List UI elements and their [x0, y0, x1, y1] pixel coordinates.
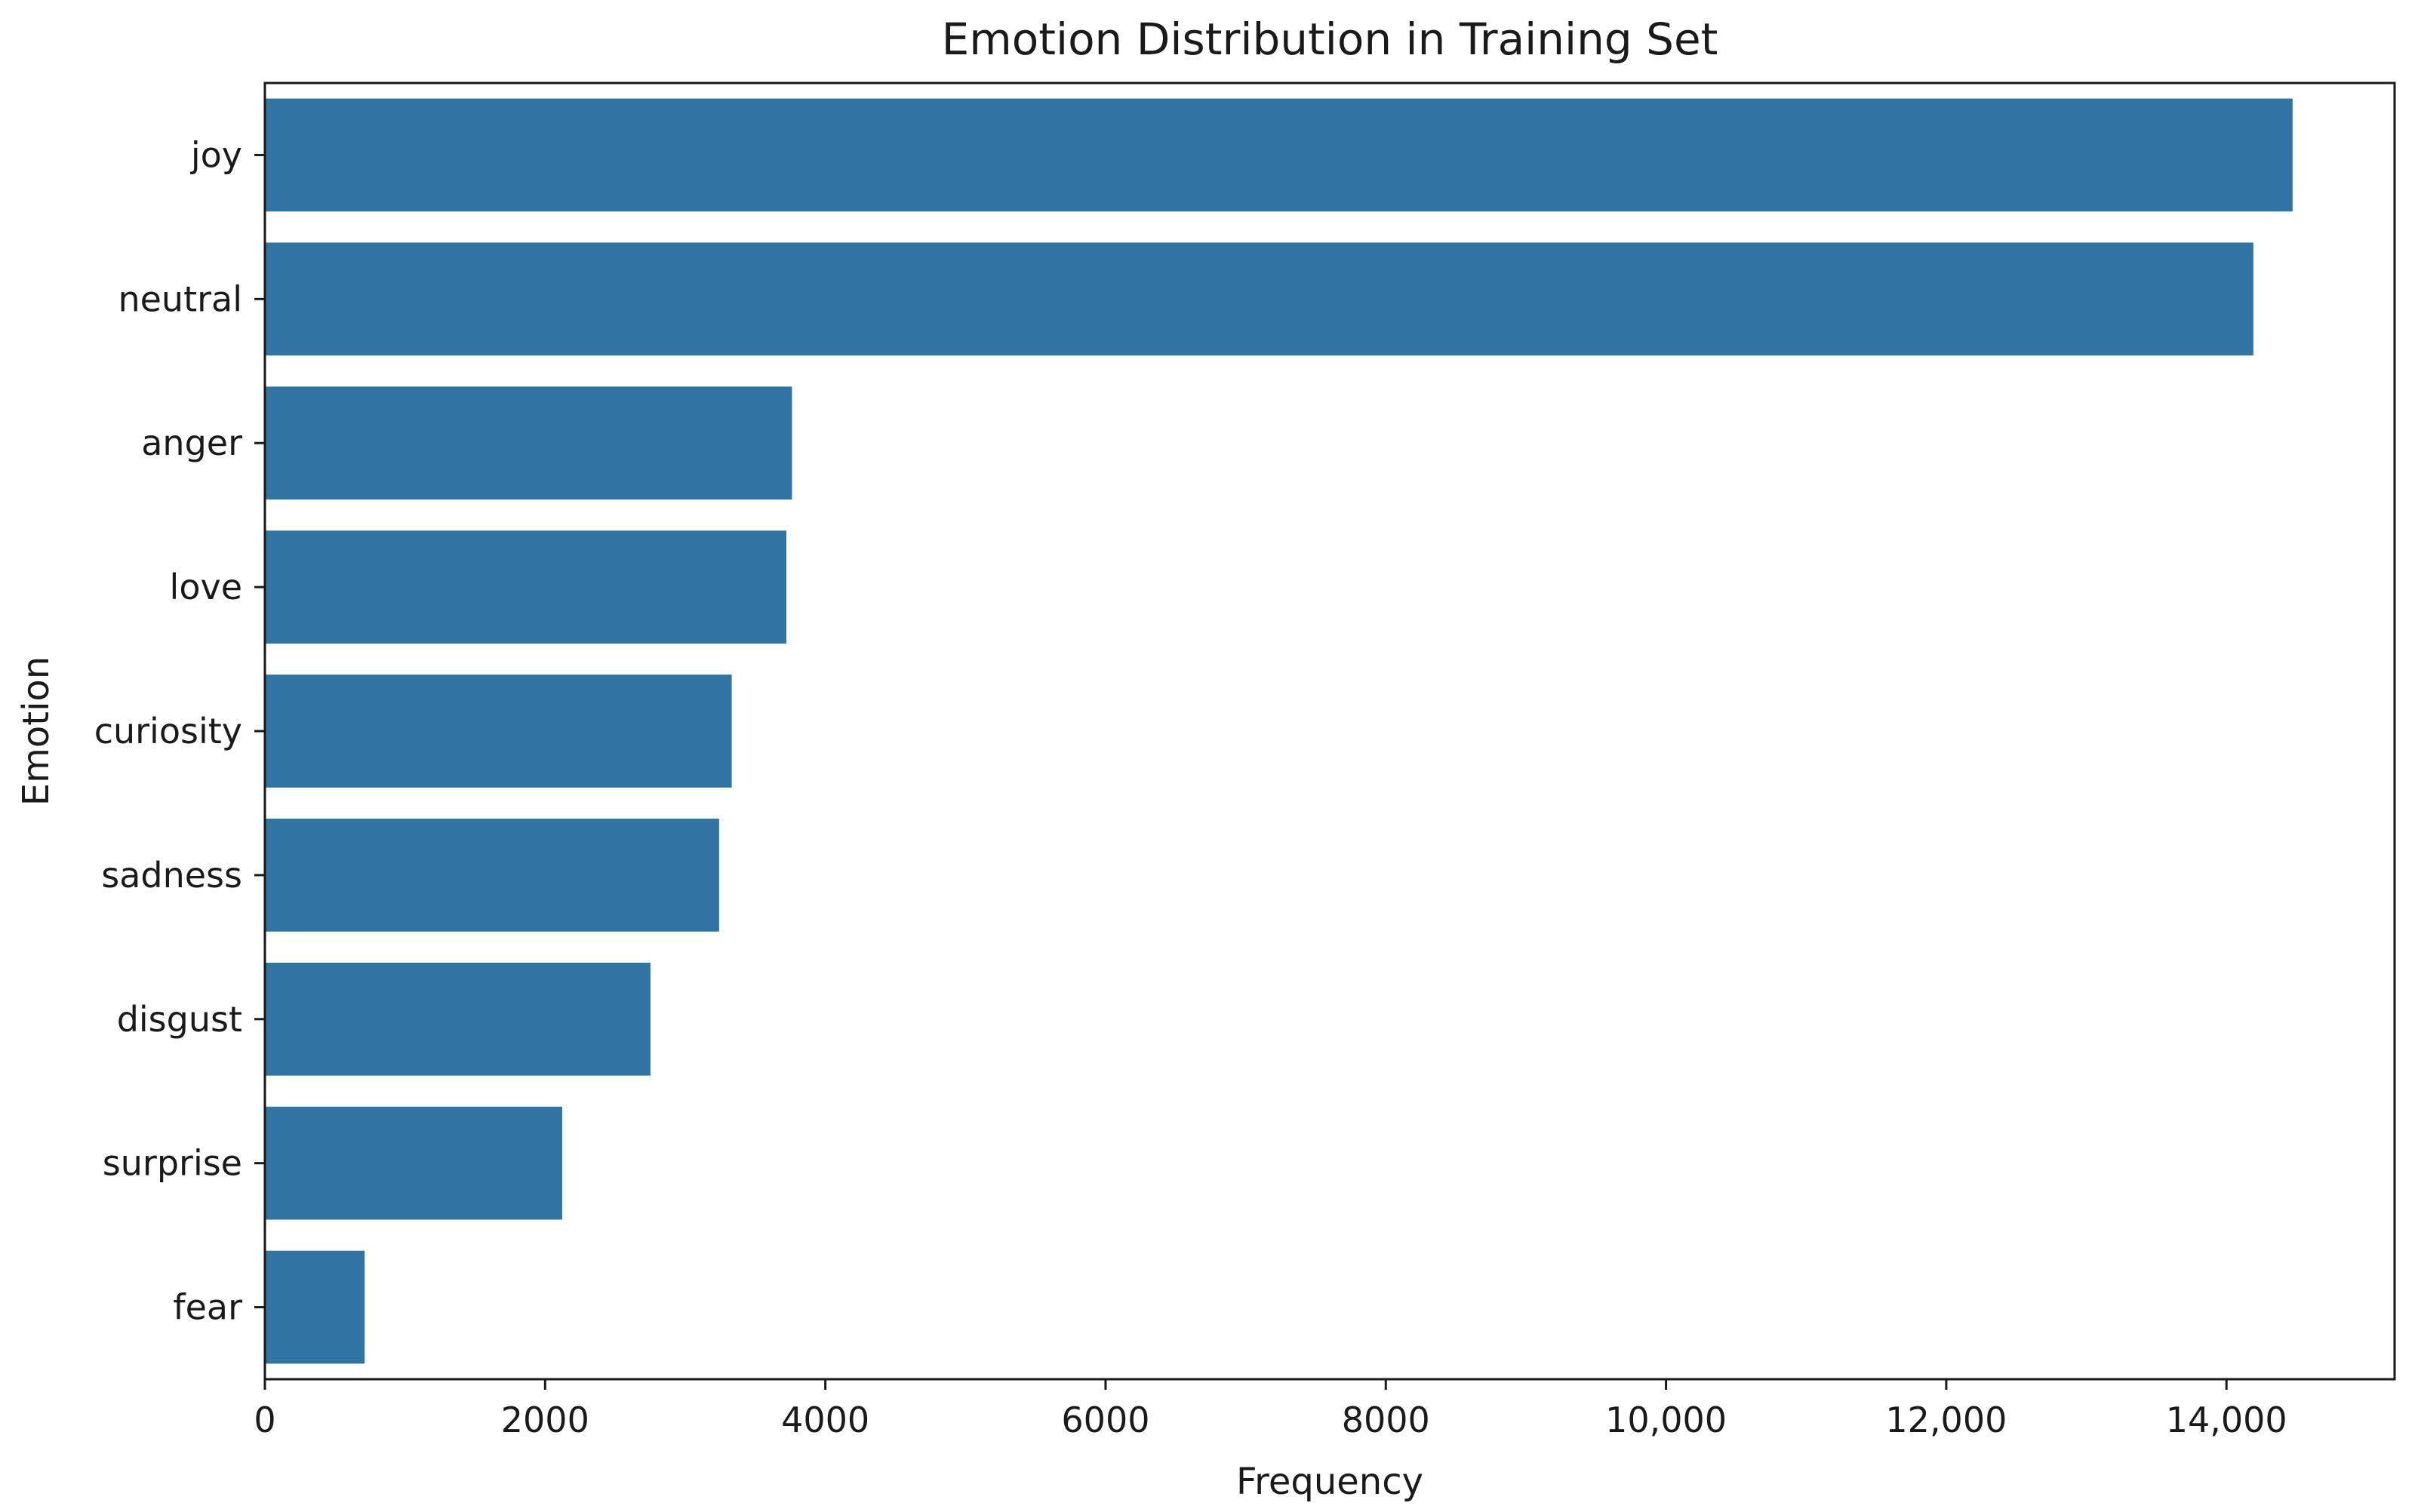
bar-fear — [263, 1248, 368, 1366]
bar-disgust — [263, 960, 653, 1078]
chart-title: Emotion Distribution in Training Set — [942, 14, 1718, 65]
x-tick-label: 4000 — [781, 1400, 869, 1440]
bar-curiosity — [263, 672, 734, 790]
y-tick-label-curiosity: curiosity — [94, 711, 242, 751]
x-tick-label: 10,000 — [1605, 1400, 1727, 1440]
y-tick-label-surprise: surprise — [103, 1143, 242, 1184]
bar-sadness — [263, 816, 721, 934]
y-axis: joy neutral anger love curiosity sadness disgu… — [94, 134, 265, 1328]
x-tick-label: 14,000 — [2166, 1400, 2287, 1440]
x-axis-label: Frequency — [1236, 1461, 1423, 1503]
bar-love — [263, 528, 789, 646]
bars-group — [263, 96, 2295, 1366]
y-tick-label-anger: anger — [141, 423, 242, 463]
y-tick-label-sadness: sadness — [101, 855, 242, 896]
x-tick-label: 0 — [254, 1400, 275, 1440]
bar-joy — [263, 96, 2295, 214]
x-tick-label: 2000 — [501, 1400, 589, 1440]
bar-surprise — [263, 1104, 565, 1222]
y-tick-label-joy: joy — [190, 134, 242, 175]
x-axis: 0 2000 4000 6000 8000 10,000 12,000 14,000 — [254, 1379, 2287, 1440]
x-tick-label: 6000 — [1061, 1400, 1149, 1440]
y-tick-label-love: love — [170, 567, 242, 607]
y-tick-label-disgust: disgust — [117, 999, 242, 1040]
y-tick-label-fear: fear — [173, 1287, 242, 1328]
y-axis-label: Emotion — [15, 656, 57, 806]
bar-anger — [263, 384, 795, 502]
x-tick-label: 12,000 — [1885, 1400, 2007, 1440]
plot-frame — [263, 81, 2396, 1381]
x-tick-label: 8000 — [1342, 1400, 1430, 1440]
y-tick-label-neutral: neutral — [118, 278, 242, 319]
bar-neutral — [263, 240, 2256, 358]
